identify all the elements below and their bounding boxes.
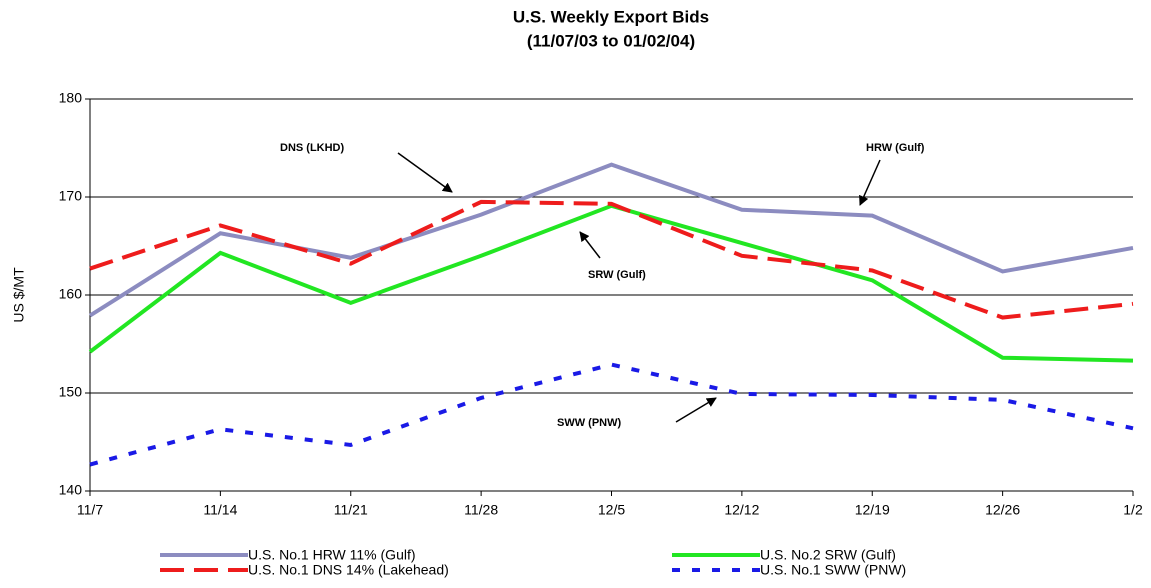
legend-label: U.S. No.1 SWW (PNW) <box>760 562 906 578</box>
x-tick-label: 11/28 <box>464 502 498 518</box>
y-tick-label: 170 <box>59 188 83 204</box>
legend-label: U.S. No.1 DNS 14% (Lakehead) <box>248 562 449 578</box>
series-line <box>88 162 1134 318</box>
x-tick-label: 12/5 <box>598 502 625 518</box>
x-tick-label: 11/7 <box>77 502 103 518</box>
x-tick-label: 1/2 <box>1123 502 1143 518</box>
series-line <box>88 203 1134 363</box>
chart-title: U.S. Weekly Export Bids <box>513 7 709 26</box>
chart-subtitle: (11/07/03 to 01/02/04) <box>527 31 695 50</box>
x-tick-label: 11/21 <box>334 502 368 518</box>
x-tick-label: 11/14 <box>203 502 237 518</box>
annotation-arrow <box>859 159 881 206</box>
annotation: SRW (Gulf) <box>588 269 646 281</box>
legend-label: U.S. No.2 SRW (Gulf) <box>760 547 896 563</box>
y-tick-label: 160 <box>59 286 83 302</box>
annotation-arrow <box>675 397 717 423</box>
x-tick-label: 12/19 <box>855 502 890 518</box>
annotation: DNS (LKHD) <box>280 142 344 154</box>
legend-label: U.S. No.1 HRW 11% (Gulf) <box>248 547 416 563</box>
plot-area: 140 150 160 170 180 11/7 11/14 11/21 11/28 12/5 12… <box>59 90 1143 518</box>
x-tick-label: 12/26 <box>985 502 1020 518</box>
series-line <box>89 199 1134 320</box>
y-tick-label: 140 <box>59 482 83 498</box>
annotation-arrow <box>397 152 453 193</box>
y-tick-label: 150 <box>59 384 83 400</box>
annotation: SWW (PNW) <box>557 417 621 429</box>
annotation: HRW (Gulf) <box>866 142 925 154</box>
annotation-arrow <box>579 231 601 259</box>
y-axis-label: US $/MT <box>11 267 27 323</box>
y-tick-label: 180 <box>59 90 83 106</box>
x-tick-label: 12/12 <box>724 502 759 518</box>
series-line <box>89 362 1134 467</box>
